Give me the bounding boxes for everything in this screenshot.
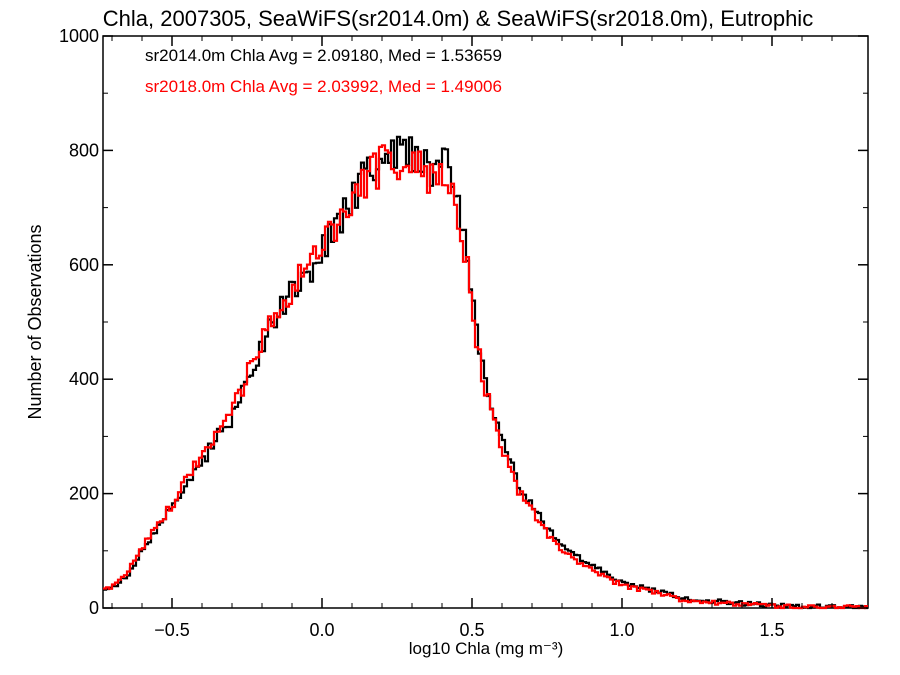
x-tick-label: 0.0 xyxy=(309,620,334,640)
annotation-black: sr2014.0m Chla Avg = 2.09180, Med = 1.53… xyxy=(145,46,502,65)
series-layer xyxy=(103,135,868,610)
y-tick-label: 1000 xyxy=(59,26,99,46)
y-axis-label: Number of Observations xyxy=(25,224,45,419)
y-tick-label: 600 xyxy=(69,255,99,275)
x-tick-label: 0.5 xyxy=(459,620,484,640)
annotation-red: sr2018.0m Chla Avg = 2.03992, Med = 1.49… xyxy=(145,77,502,96)
plot-frame xyxy=(102,35,869,609)
x-axis-label: log10 Chla (mg m⁻³) xyxy=(409,639,563,658)
tick-layer: −0.5 0.0 0.5 1.0 1.5 0 200 400 600 800 1000 xyxy=(59,26,868,640)
y-tick-label: 200 xyxy=(69,484,99,504)
x-tick-label: 1.0 xyxy=(609,620,634,640)
x-tick-label: −0.5 xyxy=(154,620,190,640)
y-tick-label: 400 xyxy=(69,369,99,389)
y-tick-label: 0 xyxy=(89,598,99,618)
series-line-2 xyxy=(103,144,868,610)
series-line-1 xyxy=(103,135,868,610)
y-tick-label: 800 xyxy=(69,140,99,160)
plot-area: −0.5 0.0 0.5 1.0 1.5 0 200 400 600 800 1000 xyxy=(59,26,869,640)
x-tick-label: 1.5 xyxy=(759,620,784,640)
chart-title: Chla, 2007305, SeaWiFS(sr2014.0m) & SeaW… xyxy=(103,6,813,31)
